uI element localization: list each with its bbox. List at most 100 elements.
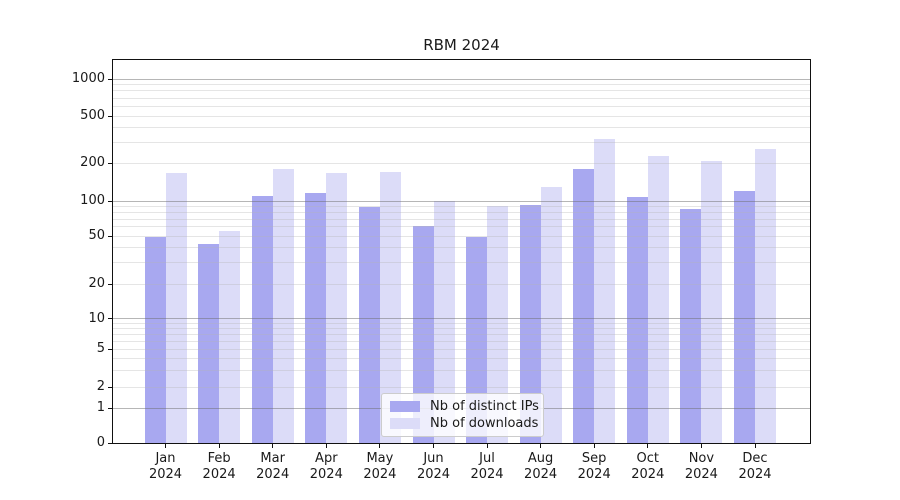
- gridline-minor: [113, 247, 810, 249]
- x-tick-label: Feb 2024: [202, 451, 236, 482]
- gridline-minor: [113, 115, 810, 117]
- x-tick-mark: [218, 444, 220, 448]
- x-tick-label: Nov 2024: [684, 451, 718, 482]
- gridline-minor: [113, 327, 810, 329]
- y-tick-mark: [108, 283, 112, 285]
- y-tick-label: 50: [88, 228, 105, 243]
- gridline-minor: [113, 357, 810, 359]
- y-tick-mark: [108, 200, 112, 202]
- y-tick-label: 500: [80, 108, 105, 123]
- x-tick-label: Apr 2024: [309, 451, 343, 482]
- x-tick-label: Mar 2024: [256, 451, 290, 482]
- gridline-minor: [113, 90, 810, 92]
- gridline-minor: [113, 348, 810, 350]
- x-tick-mark: [433, 444, 434, 448]
- legend-swatch-ips: [390, 401, 420, 412]
- bar-ips: [573, 168, 595, 443]
- gridline-major: [113, 200, 810, 202]
- legend-label-downloads: Nb of downloads: [430, 416, 539, 431]
- y-tick-label: 1000: [71, 71, 105, 86]
- y-tick-label: 5: [96, 341, 105, 356]
- bar-ips: [412, 226, 434, 443]
- x-tick-label: Aug 2024: [524, 451, 558, 482]
- x-tick-mark: [325, 444, 327, 448]
- bar-ips: [626, 197, 648, 443]
- y-tick-mark: [108, 115, 112, 117]
- x-tick-label: Jun 2024: [416, 451, 451, 482]
- gridline-minor: [113, 211, 810, 213]
- bar-downloads: [647, 155, 669, 443]
- y-tick-mark: [108, 235, 112, 237]
- gridline-minor: [113, 386, 810, 388]
- legend-row-ips: Nb of distinct IPs: [390, 398, 543, 415]
- bar-ips: [519, 205, 541, 443]
- chart-title: RBM 2024: [423, 36, 500, 54]
- bar-ips: [198, 243, 220, 443]
- gridline-minor: [113, 105, 810, 107]
- legend-row-downloads: Nb of downloads: [390, 415, 543, 432]
- bar-downloads: [701, 161, 723, 443]
- plot-area: Nb of distinct IPs Nb of downloads: [112, 59, 811, 444]
- gridline-minor: [113, 333, 810, 335]
- x-tick-mark: [486, 444, 488, 448]
- gridline-minor: [113, 369, 810, 371]
- y-tick-mark: [108, 318, 112, 319]
- bar-downloads: [540, 186, 562, 443]
- gridline-minor: [113, 97, 810, 99]
- legend: Nb of distinct IPs Nb of downloads: [381, 393, 544, 437]
- gridline-minor: [113, 205, 810, 207]
- gridline-minor: [113, 218, 810, 220]
- x-tick-mark: [379, 444, 381, 448]
- x-tick-mark: [647, 444, 649, 448]
- x-tick-mark: [165, 444, 166, 448]
- x-tick-mark: [754, 444, 756, 448]
- x-tick-mark: [593, 444, 595, 448]
- y-tick-mark: [108, 348, 112, 350]
- bar-ips: [466, 237, 487, 443]
- gridline-minor: [113, 235, 810, 237]
- y-tick-label: 1: [96, 400, 105, 415]
- gridline-minor: [113, 262, 810, 264]
- y-tick-label: 20: [88, 276, 105, 291]
- legend-swatch-downloads: [390, 418, 420, 429]
- x-tick-mark: [700, 444, 702, 448]
- y-tick-label: 2: [96, 379, 105, 394]
- legend-label-ips: Nb of distinct IPs: [430, 399, 539, 414]
- gridline-minor: [113, 322, 810, 324]
- bar-ips: [680, 209, 702, 443]
- y-tick-mark: [108, 386, 112, 388]
- gridline-minor: [113, 126, 810, 128]
- bar-downloads: [755, 148, 776, 443]
- bar-downloads: [165, 172, 187, 443]
- y-tick-label: 0: [96, 435, 105, 450]
- gridline-minor: [113, 162, 810, 164]
- gridline-major: [113, 78, 810, 80]
- y-tick-label: 10: [88, 310, 105, 326]
- x-tick-mark: [272, 444, 274, 448]
- bar-ips: [144, 237, 166, 443]
- x-tick-label: Jul 2024: [470, 451, 504, 482]
- bar-ips: [251, 195, 273, 443]
- x-tick-mark: [540, 444, 542, 448]
- x-tick-label: May 2024: [363, 451, 397, 482]
- gridline-minor: [113, 283, 810, 285]
- y-tick-mark: [108, 78, 112, 80]
- bar-downloads: [594, 138, 616, 443]
- bar-downloads: [326, 172, 348, 443]
- x-tick-label: Dec 2024: [738, 451, 772, 482]
- y-tick-label: 100: [80, 193, 105, 208]
- bar-downloads: [379, 171, 401, 443]
- x-tick-label: Sep 2024: [577, 451, 611, 482]
- y-tick-mark: [108, 162, 112, 164]
- bar-ips: [358, 206, 380, 443]
- y-tick-mark: [108, 442, 112, 444]
- bar-downloads: [487, 206, 508, 443]
- x-tick-label: Oct 2024: [631, 451, 665, 482]
- bar-downloads: [219, 231, 241, 443]
- gridline-major: [113, 318, 810, 319]
- bar-ips: [734, 191, 755, 443]
- bar-downloads: [433, 201, 455, 443]
- gridline-minor: [113, 141, 810, 143]
- gridline-minor: [113, 84, 810, 86]
